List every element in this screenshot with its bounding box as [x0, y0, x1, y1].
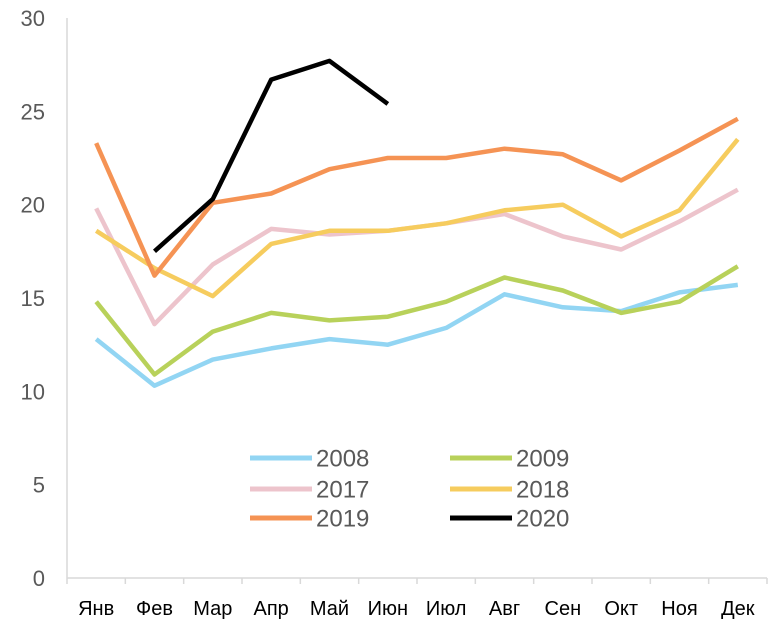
y-tick-label: 0	[33, 566, 45, 591]
legend-label: 2018	[516, 477, 569, 504]
y-tick-label: 20	[21, 193, 45, 218]
series-lines	[94, 58, 740, 388]
legend: 2008 2009 2017 2018 2019 2020	[250, 446, 569, 533]
series-line-2018	[94, 137, 740, 299]
y-tick-label: 25	[21, 99, 45, 124]
legend-label: 2008	[316, 446, 369, 473]
x-tick-label: Янв	[78, 598, 114, 620]
x-tick-label: Май	[310, 598, 349, 620]
series-line-2020	[152, 58, 390, 253]
legend-label: 2009	[516, 446, 569, 473]
series-line-2009	[94, 264, 739, 377]
y-tick-label: 30	[21, 6, 45, 31]
legend-item-2008: 2008	[250, 446, 369, 473]
y-tick-label: 15	[21, 286, 45, 311]
x-tick-label: Мар	[193, 598, 232, 620]
legend-item-2019: 2019	[250, 506, 369, 533]
x-tick-label: Дек	[721, 598, 755, 620]
legend-item-2017: 2017	[250, 477, 369, 504]
legend-item-2009: 2009	[450, 446, 569, 473]
y-tick-labels: 0 5 10 15 20 25 30	[21, 6, 45, 591]
x-tick-labels: Янв Фев Мар Апр Май Июн Июл Авг Сен Окт Ноя Дек	[78, 598, 755, 620]
y-tick-label: 10	[21, 379, 45, 404]
x-tick-label: Ноя	[661, 598, 697, 620]
series-line-2008	[94, 282, 739, 388]
legend-label: 2017	[316, 477, 369, 504]
x-tick-label: Июл	[426, 598, 467, 620]
x-tick-label: Апр	[254, 598, 289, 620]
legend-item-2020: 2020	[450, 506, 569, 533]
x-tick-label: Авг	[489, 598, 520, 620]
x-tick-marks	[66, 578, 768, 584]
x-tick-label: Окт	[604, 598, 638, 620]
y-tick-label: 5	[33, 473, 45, 498]
x-tick-label: Фев	[136, 598, 173, 620]
legend-item-2018: 2018	[450, 477, 569, 504]
legend-label: 2019	[316, 506, 369, 533]
legend-label: 2020	[516, 506, 569, 533]
series-line-2019	[94, 116, 739, 278]
x-tick-label: Сен	[545, 598, 582, 620]
x-tick-label: Июн	[368, 598, 408, 620]
